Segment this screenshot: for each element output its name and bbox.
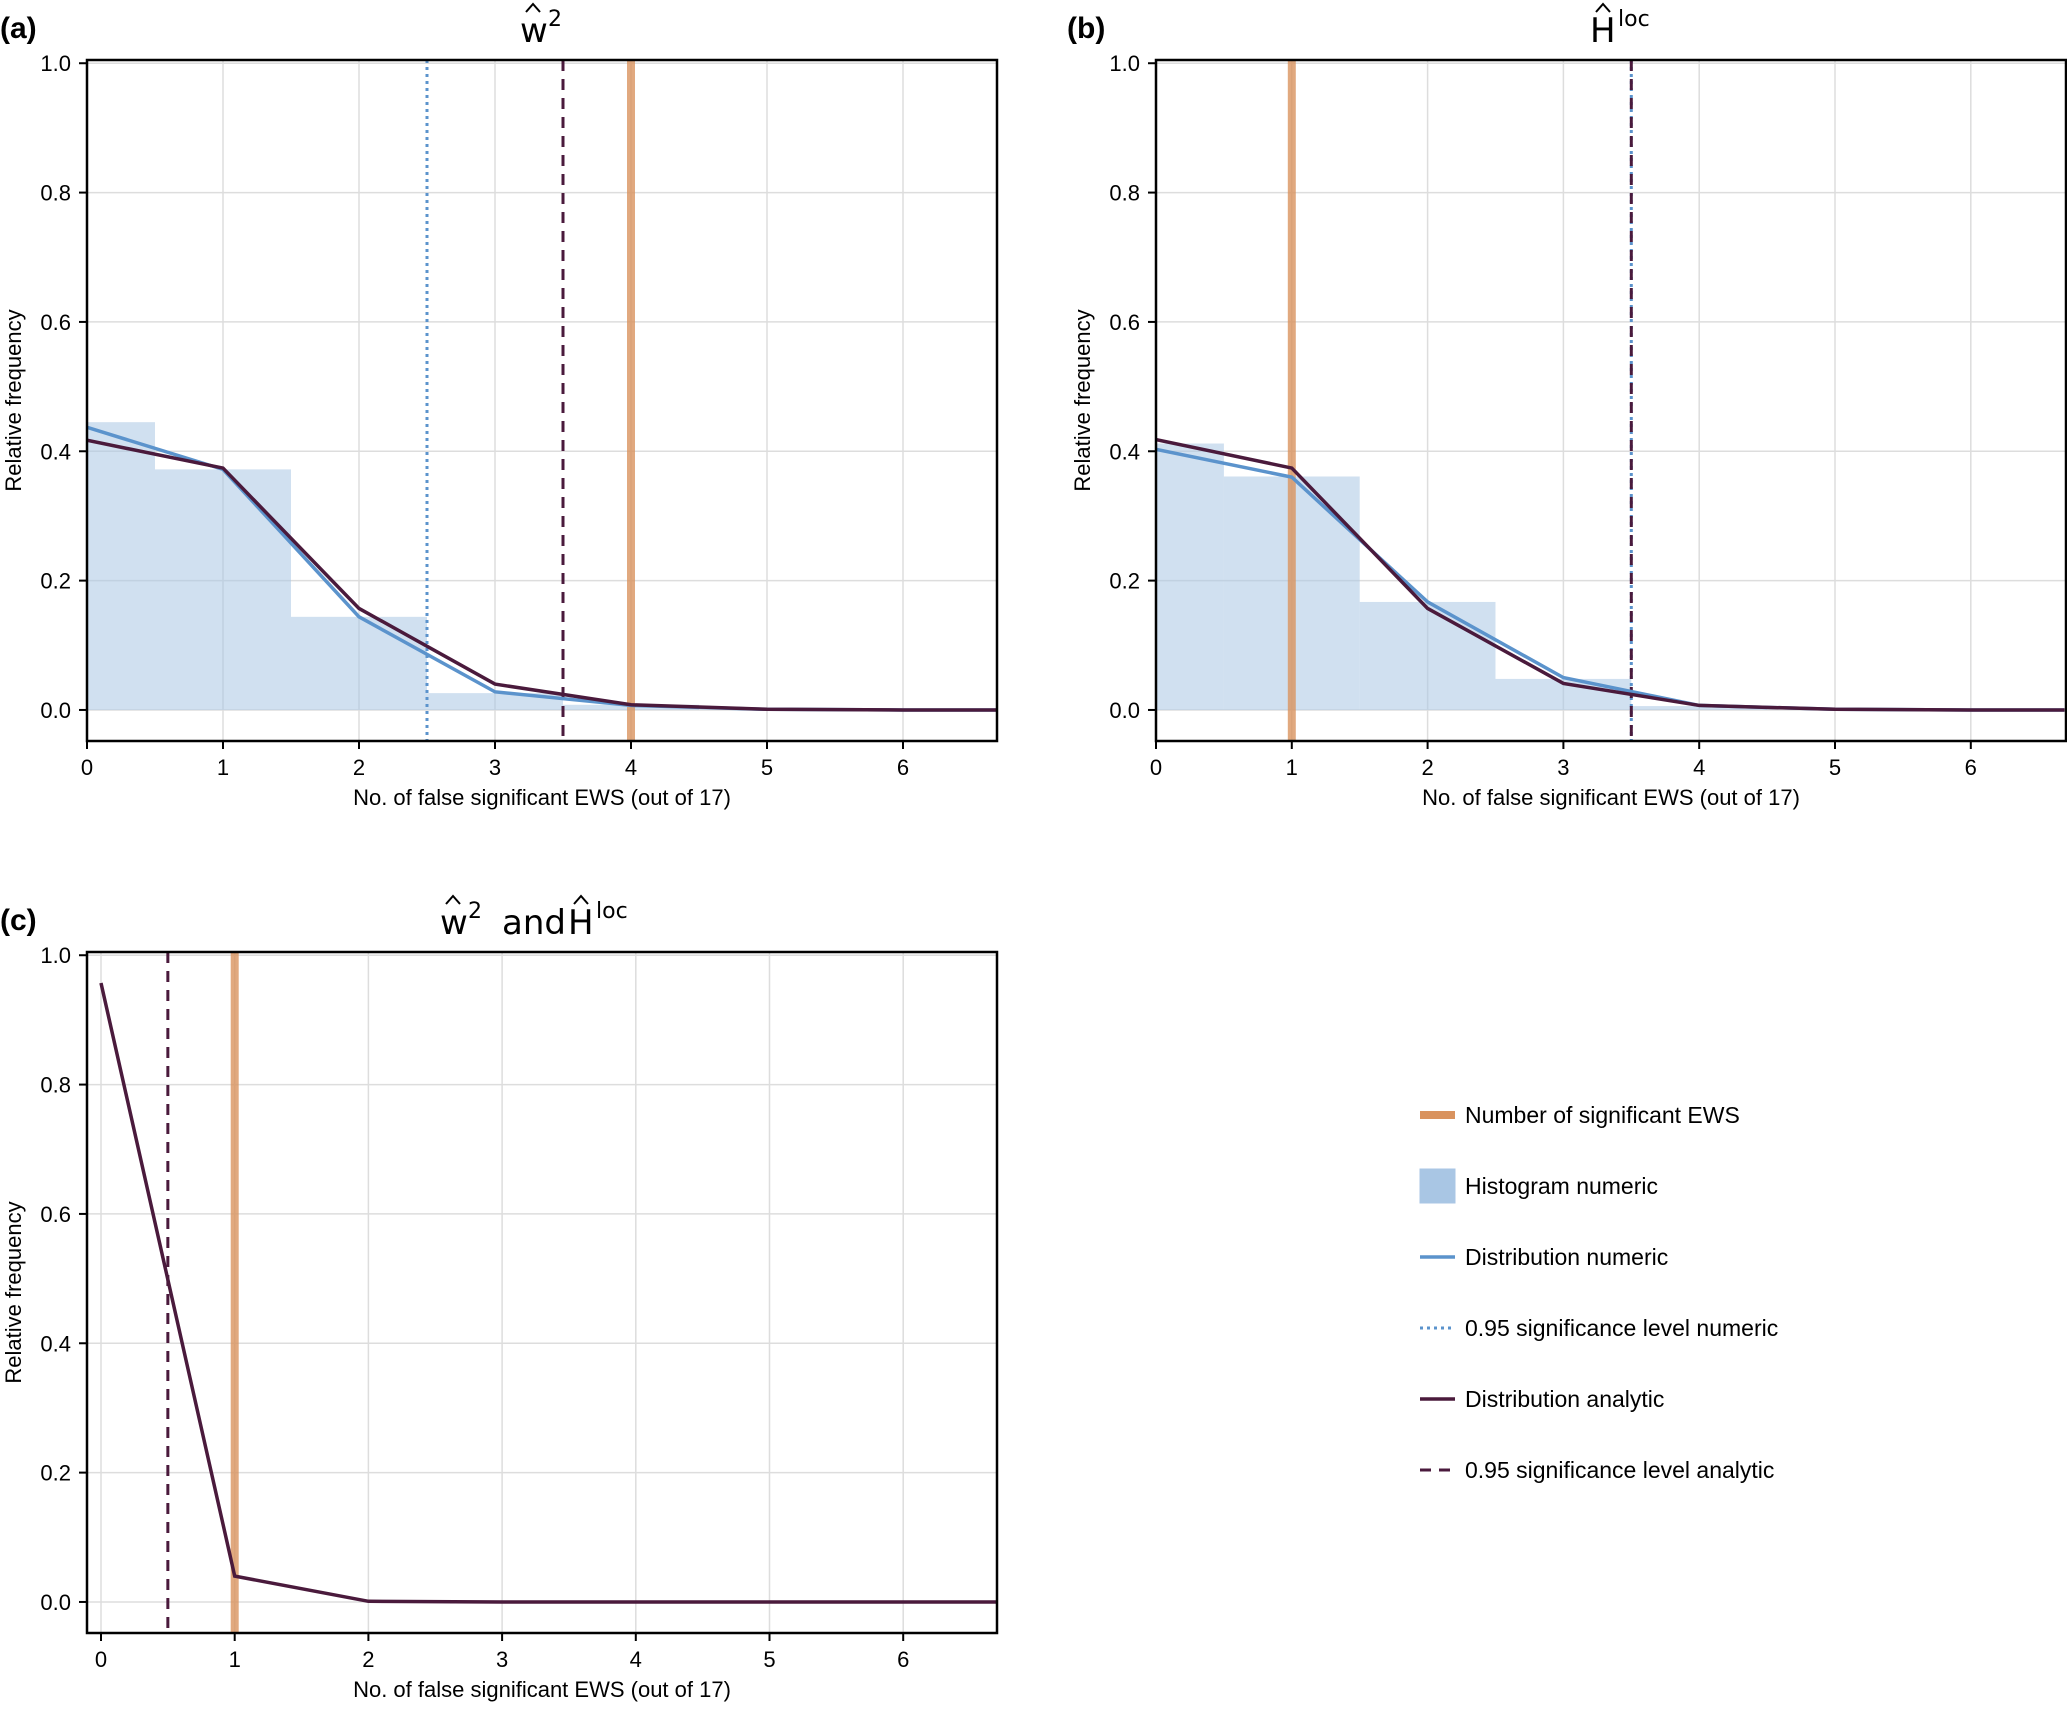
panel-a-xtick-label: 2: [353, 755, 365, 780]
panel-c-title-hat: [573, 894, 589, 905]
panel-b-xtick-label: 5: [1829, 755, 1841, 780]
panel-a-title-hat: [525, 2, 541, 13]
panel-c-yaxis-label: Relative frequency: [1, 1201, 26, 1383]
panel-a-ytick-label: 0.6: [40, 310, 71, 335]
panel-b-axes-frame: [1154, 58, 2067, 743]
panel-c-xtick-label: 0: [95, 1647, 107, 1672]
panel-b-title-superscript: loc: [1618, 7, 1650, 32]
panel-b-ytick-label: 1.0: [1109, 51, 1140, 76]
legend-label: Histogram numeric: [1465, 1173, 1658, 1199]
panel-b-panel-label: (b): [1067, 12, 1105, 45]
legend-label: Number of significant EWS: [1465, 1102, 1740, 1128]
panel-b-xtick-label: 2: [1421, 755, 1433, 780]
panel-a-plot-area: [87, 60, 997, 741]
panel-a-ytick-label: 0.0: [40, 698, 71, 723]
legend: Number of significant EWS Histogram numer…: [1419, 1102, 1778, 1483]
legend-item: Number of significant EWS: [1420, 1102, 1740, 1128]
panel-c-title-base: H: [568, 903, 594, 943]
panel-b: 0 1 2 3 4 5 6 0.0 0.2 0.4 0.6 0.8 1.0 No. of false si…: [1067, 2, 2067, 810]
panel-c-ytick-label: 0.0: [40, 1590, 71, 1615]
panel-c-panel-label: (c): [0, 904, 37, 937]
panel-c-xtick-label: 5: [763, 1647, 775, 1672]
panel-b-plot-area: [1156, 60, 2065, 741]
legend-item: Distribution numeric: [1420, 1244, 1668, 1270]
panel-c-ytick-label: 0.4: [40, 1331, 71, 1356]
panel-c-xtick-label: 2: [362, 1647, 374, 1672]
panel-b-xtick-label: 3: [1557, 755, 1569, 780]
legend-label: 0.95 significance level numeric: [1465, 1315, 1778, 1341]
panel-a-xtick-label: 4: [625, 755, 637, 780]
panel-b-xaxis-label: No. of false significant EWS (out of 17): [1422, 785, 1800, 810]
panel-a-ytick-label: 0.2: [40, 569, 71, 594]
panel-c-title-hat: [445, 894, 461, 905]
panel-c-axes-frame: [85, 950, 999, 1635]
legend-label: Distribution numeric: [1465, 1244, 1668, 1270]
panel-c-xtick-label: 6: [897, 1647, 909, 1672]
panel-a-xtick-label: 0: [81, 755, 93, 780]
panel-a: 0 1 2 3 4 5 6 0.0 0.2 0.4 0.6 0.8 1.0 No. of false si…: [0, 2, 999, 810]
panel-b-xtick-label: 0: [1150, 755, 1162, 780]
legend-label: Distribution analytic: [1465, 1386, 1664, 1412]
panel-b-xtick-label: 4: [1693, 755, 1705, 780]
panel-a-yaxis-label: Relative frequency: [1, 309, 26, 491]
panel-a-analytic-distribution-line: [87, 438, 997, 712]
panel-a-ytick-label: 1.0: [40, 51, 71, 76]
panel-b-histogram-bar-2: [1359, 601, 1496, 710]
panel-c-title-superscript: loc: [596, 899, 628, 924]
panel-a-histogram-bar-0: [87, 422, 155, 710]
panel-c-xaxis-label: No. of false significant EWS (out of 17): [353, 1677, 731, 1702]
legend-label: 0.95 significance level analytic: [1465, 1457, 1774, 1483]
panel-c-title-superscript: 2: [468, 899, 482, 924]
panel-a-title-base: w: [520, 11, 548, 51]
panel-a-title-superscript: 2: [548, 7, 562, 32]
panel-a-ytick-label: 0.4: [40, 439, 71, 464]
panel-b-xtick-label: 6: [1965, 755, 1977, 780]
panel-a-xtick-label: 3: [489, 755, 501, 780]
legend-item: Histogram numeric: [1419, 1168, 1658, 1204]
panel-c-xtick-label: 4: [630, 1647, 642, 1672]
panel-c-xtick-label: 1: [229, 1647, 241, 1672]
panel-a-axes-frame: [85, 58, 999, 743]
panel-b-title-base: H: [1590, 11, 1616, 51]
panel-c-title-base: w: [440, 903, 468, 943]
panel-a-panel-label: (a): [0, 12, 37, 45]
panel-b-analytic-distribution-line: [1156, 437, 2065, 712]
panel-a-xtick-label: 5: [761, 755, 773, 780]
panel-b-title-hat: [1595, 2, 1611, 13]
panel-a-xtick-label: 1: [217, 755, 229, 780]
panel-a-histogram-bar-2: [291, 616, 427, 710]
panel-c-ytick-label: 1.0: [40, 943, 71, 968]
panel-a-xaxis-label: No. of false significant EWS (out of 17): [353, 785, 731, 810]
panel-b-ytick-label: 0.2: [1109, 569, 1140, 594]
panel-c-xtick-label: 3: [496, 1647, 508, 1672]
panel-a-histogram-bar-1: [155, 469, 291, 710]
panel-c-ytick-label: 0.6: [40, 1202, 71, 1227]
panel-c: 0 1 2 3 4 5 6 0.0 0.2 0.4 0.6 0.8 1.0 No. of false si…: [0, 894, 999, 1702]
panel-c-plot-area: [99, 952, 997, 1633]
legend-item: 0.95 significance level numeric: [1420, 1315, 1778, 1341]
legend-item: Distribution analytic: [1420, 1386, 1664, 1412]
panel-b-ytick-label: 0.6: [1109, 310, 1140, 335]
panel-a-histogram-bar-3: [427, 693, 563, 710]
panel-b-histogram-bar-4: [1631, 706, 1768, 710]
panel-b-ytick-label: 0.0: [1109, 698, 1140, 723]
legend-histogram-swatch: [1419, 1168, 1456, 1204]
panel-a-xtick-label: 6: [897, 755, 909, 780]
panel-b-xtick-label: 1: [1286, 755, 1298, 780]
panel-b-ytick-label: 0.4: [1109, 439, 1140, 464]
legend-item: 0.95 significance level analytic: [1420, 1457, 1774, 1483]
panel-c-ytick-label: 0.2: [40, 1461, 71, 1486]
panel-b-histogram-bar-0: [1156, 443, 1224, 710]
panel-c-analytic-distribution-line: [99, 982, 997, 1604]
panel-a-ytick-label: 0.8: [40, 181, 71, 206]
panel-b-yaxis-label: Relative frequency: [1070, 309, 1095, 491]
panel-c-ytick-label: 0.8: [40, 1073, 71, 1098]
panel-c-title-connector: and: [502, 903, 566, 943]
panel-b-ytick-label: 0.8: [1109, 181, 1140, 206]
